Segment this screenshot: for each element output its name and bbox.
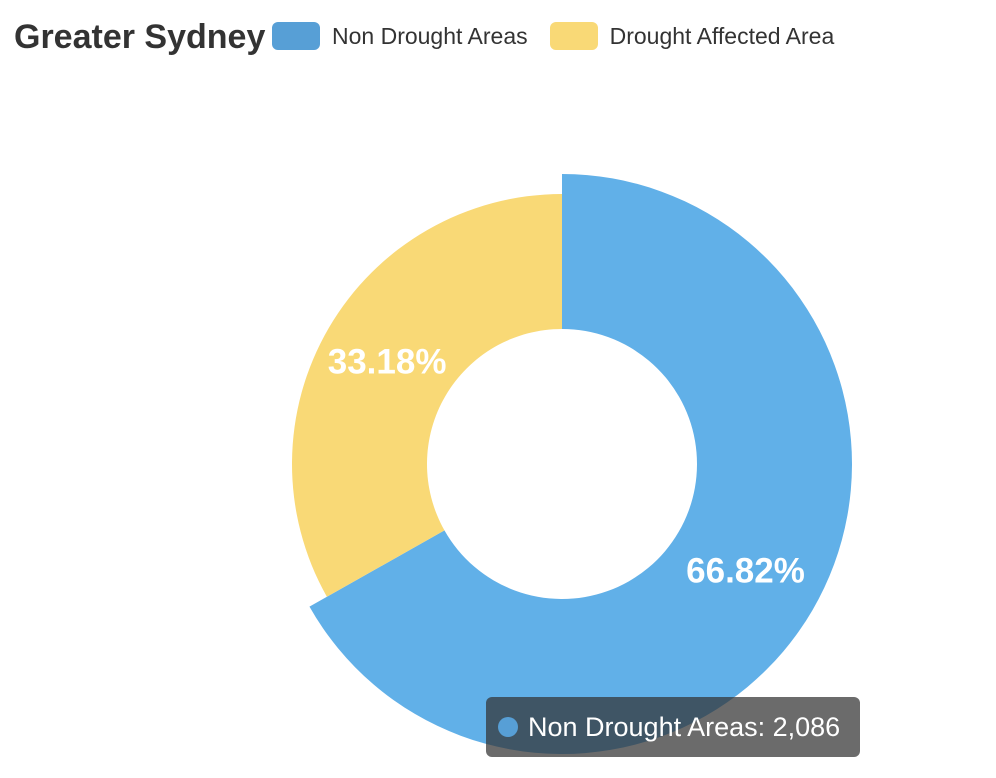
tooltip-marker	[498, 717, 518, 737]
slice-non-drought[interactable]	[309, 174, 852, 754]
legend-swatch-non-drought	[272, 22, 320, 50]
chart-tooltip: Non Drought Areas: 2,086	[486, 697, 860, 757]
tooltip-text: Non Drought Areas: 2,086	[528, 711, 841, 742]
legend-item-non-drought[interactable]: Non Drought Areas	[272, 22, 528, 50]
chart-title: Greater Sydney	[14, 18, 266, 56]
legend-label-non-drought: Non Drought Areas	[332, 22, 528, 49]
legend-swatch-drought-affected	[549, 22, 598, 50]
chart-legend: Non Drought Areas Drought Affected Area	[272, 22, 856, 50]
slice-label-non-drought: 66.82%	[686, 552, 805, 591]
slice-label-drought-affected: 33.18%	[328, 342, 447, 381]
legend-item-drought-affected[interactable]: Drought Affected Area	[549, 22, 835, 50]
slice-drought-affected[interactable]	[291, 194, 562, 597]
legend-label-drought-affected: Drought Affected Area	[609, 22, 835, 49]
